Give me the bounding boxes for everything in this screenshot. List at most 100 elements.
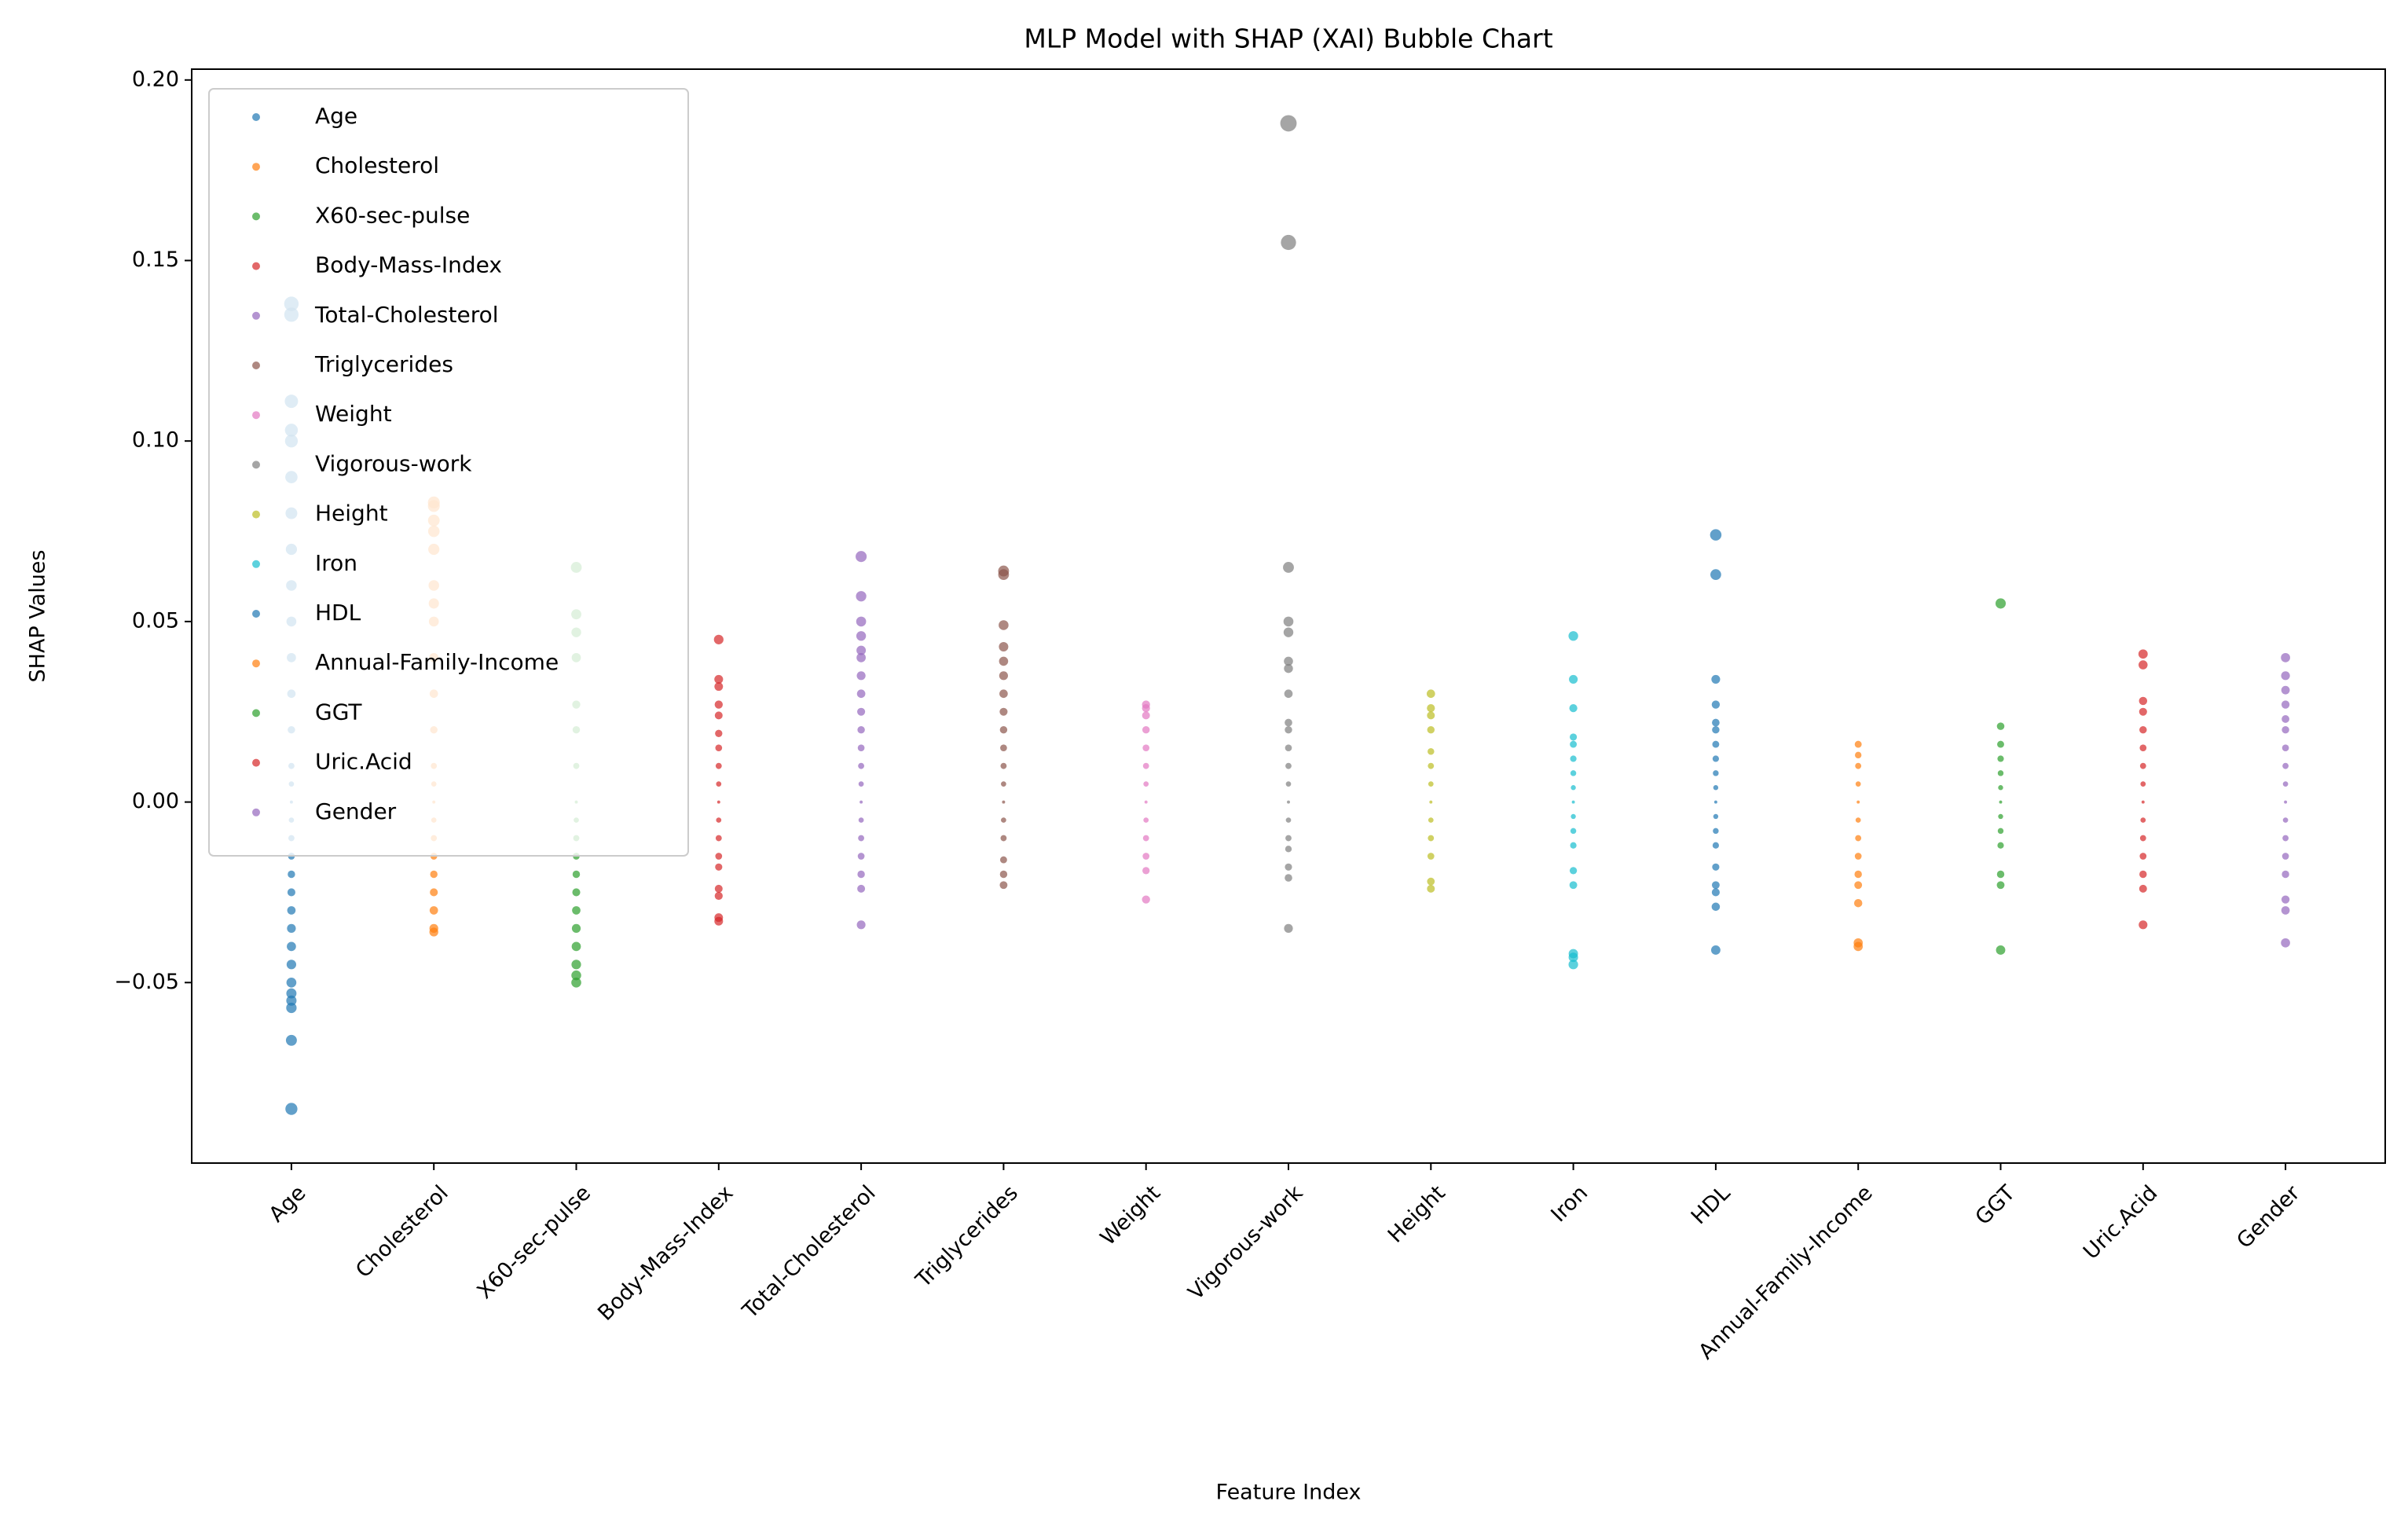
bubble [287,941,296,952]
bubble [1571,800,1575,804]
bubble [1710,529,1722,541]
legend-marker [252,212,260,221]
legend-marker [252,709,260,717]
bubble [2282,853,2289,860]
bubble [1570,770,1577,776]
bubble [1142,744,1150,752]
bubble [1285,846,1292,853]
bubble [1428,817,1434,823]
bubble [1427,884,1435,893]
bubble [571,923,581,933]
bubble [1428,781,1434,787]
bubble [856,591,867,602]
bubble [1996,870,2005,879]
bubble [2281,671,2290,681]
bubble [1002,800,1006,804]
bubble [1285,744,1292,752]
bubble [1285,817,1292,823]
bubble [1427,725,1435,734]
bubble [1854,870,1862,879]
bubble [1570,842,1577,849]
bubble [2139,725,2147,734]
bubble [715,762,722,769]
bubble [1855,751,1862,759]
bubble [1283,562,1294,573]
bubble [1570,740,1578,748]
bubble [2281,895,2290,904]
bubble [1285,762,1292,769]
bubble [1855,835,1862,842]
bubble [1712,725,1720,734]
bubble [999,620,1009,630]
bubble [1143,781,1149,787]
bubble [1428,835,1435,842]
bubble [1284,923,1293,933]
bubble [1713,785,1719,791]
bubble [1569,881,1578,890]
bubble [1000,835,1007,842]
bubble [856,652,866,662]
bubble [856,551,867,563]
bubble [1285,781,1292,787]
bubble [1283,616,1294,627]
bubble [1143,817,1149,823]
bubble [2139,835,2146,842]
legend-marker [252,461,260,469]
bubble [2282,725,2289,734]
bubble [1142,725,1150,734]
bubble [1711,700,1721,709]
legend-label: Age [315,103,357,129]
bubble [1144,800,1148,804]
x-axis-label: Feature Index [1216,1481,1362,1505]
bubble [2139,884,2147,893]
bubble [714,884,723,893]
bubble [1285,874,1292,882]
bubble [999,856,1007,864]
bubble [1283,627,1294,637]
bubble [857,870,865,879]
bubble [572,906,581,915]
bubble [1712,755,1719,762]
bubble [2281,938,2290,948]
bubble [1711,888,1720,897]
bubble [1996,881,2005,890]
bubble [1000,762,1007,769]
legend-label: Iron [315,550,357,576]
bubble [1712,842,1719,849]
bubble [1284,689,1293,699]
bubble [1713,813,1719,820]
bubble [2281,685,2290,695]
bubble [1142,853,1150,860]
bubble [714,711,723,720]
bubble [1001,781,1006,787]
chart-title: MLP Model with SHAP (XAI) Bubble Chart [1024,24,1552,54]
legend-marker [252,361,260,369]
plot-frame [191,68,2386,1164]
bubble [1570,755,1577,762]
bubble [1998,785,2003,791]
bubble [715,835,722,842]
bubble [429,906,438,915]
bubble [1427,853,1435,860]
bubble [858,762,865,769]
bubble [716,781,722,787]
bubble [1000,744,1007,752]
legend-label: Vigorous-work [315,450,472,476]
bubble [1570,733,1578,741]
bubble [1142,762,1149,769]
bubble [1570,828,1577,835]
legend-label: Weight [315,401,392,427]
bubble [857,853,865,860]
legend-marker [252,411,260,420]
bubble [1285,835,1292,842]
legend-label: GGT [315,699,362,725]
bubble [1427,704,1435,713]
bubble [286,988,297,999]
bubble [286,960,297,970]
legend-label: HDL [315,600,361,626]
bubble [1569,704,1578,713]
bubble [1855,762,1862,769]
bubble [857,725,865,734]
bubble [1712,740,1720,748]
